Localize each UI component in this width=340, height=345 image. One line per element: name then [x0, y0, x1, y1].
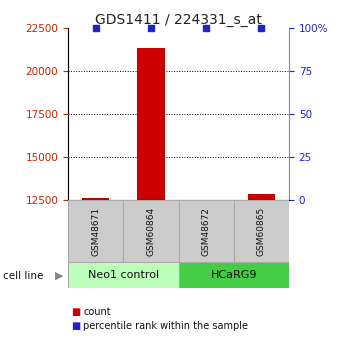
Text: GSM48672: GSM48672 [202, 207, 210, 256]
Text: ■: ■ [71, 321, 81, 331]
Text: cell line: cell line [3, 271, 44, 281]
Text: ▶: ▶ [55, 271, 64, 281]
Bar [178, 262, 289, 288]
Bar [234, 200, 289, 262]
Bar [68, 262, 178, 288]
Text: count: count [83, 307, 111, 317]
Text: GSM60864: GSM60864 [147, 207, 155, 256]
Text: Neo1 control: Neo1 control [88, 270, 159, 280]
Bar [68, 200, 123, 262]
Text: GSM48671: GSM48671 [91, 207, 100, 256]
Title: GDS1411 / 224331_s_at: GDS1411 / 224331_s_at [95, 12, 262, 27]
Text: percentile rank within the sample: percentile rank within the sample [83, 321, 248, 331]
Bar [82, 198, 109, 200]
Bar [248, 194, 275, 200]
Bar [137, 48, 165, 200]
Text: HCaRG9: HCaRG9 [210, 270, 257, 280]
Bar [123, 200, 178, 262]
Text: GSM60865: GSM60865 [257, 207, 266, 256]
Text: ■: ■ [71, 307, 81, 317]
Bar [178, 200, 234, 262]
